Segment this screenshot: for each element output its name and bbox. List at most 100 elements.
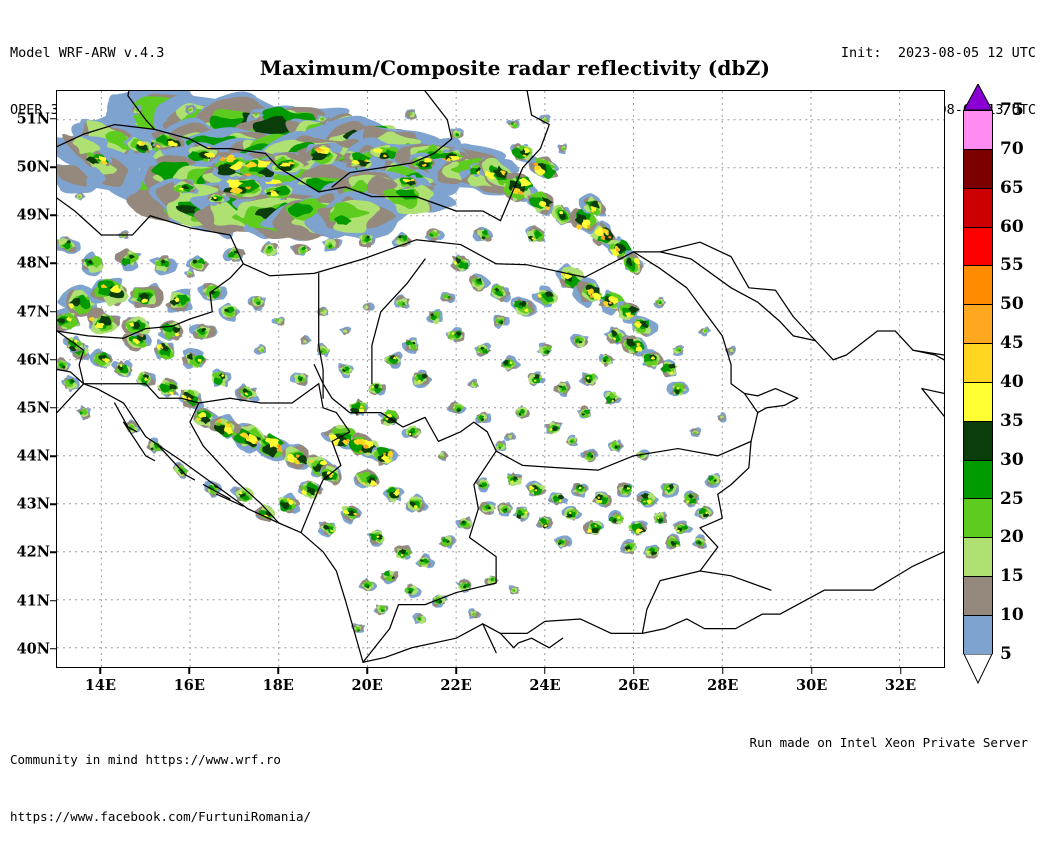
reflectivity-cell [692, 534, 708, 550]
country-border-line [659, 251, 817, 342]
reflectivity-cell [557, 143, 568, 155]
longitude-tick-label: 14E [84, 677, 117, 694]
latitude-tick-label: 51N [16, 110, 50, 128]
reflectivity-cell [510, 296, 538, 317]
country-border-line [216, 493, 244, 507]
reflectivity-cell [81, 251, 105, 277]
reflectivity-cell [660, 483, 680, 498]
latitude-tick-label: 47N [16, 303, 50, 321]
reflectivity-cell [628, 520, 648, 536]
longitude-tick-mark [633, 668, 635, 674]
country-border-line [331, 91, 453, 188]
reflectivity-cell [317, 306, 329, 317]
colorbar-tick-label: 70 [1000, 138, 1024, 159]
reflectivity-cell [300, 334, 313, 345]
reflectivity-cell [351, 623, 366, 633]
country-border-line [362, 387, 799, 663]
reflectivity-cell [87, 277, 130, 307]
longitude-tick-mark [188, 668, 191, 674]
reflectivity-cell [455, 516, 473, 530]
reflectivity-cell [623, 250, 644, 276]
reflectivity-cell [278, 492, 302, 514]
latitude-tick-label: 44N [16, 447, 50, 465]
latitude-tick-label: 42N [16, 543, 50, 561]
reflectivity-cell [184, 104, 197, 115]
country-border-line [313, 364, 752, 471]
latitude-tick-mark [50, 214, 56, 216]
country-border-line [318, 272, 324, 399]
reflectivity-cell [506, 119, 520, 129]
reflectivity-cell [666, 381, 690, 397]
country-border-line [699, 570, 772, 591]
reflectivity-cell [503, 432, 517, 442]
reflectivity-cell [61, 375, 80, 393]
reflectivity-cell [153, 339, 175, 360]
colorbar-tick-label: 5 [1000, 644, 1012, 664]
latitude-tick-mark [50, 551, 56, 554]
latitude-tick-label: 46N [16, 351, 50, 369]
reflectivity-cell [401, 425, 422, 439]
reflectivity-cell [401, 337, 419, 354]
reflectivity-cell [598, 353, 615, 367]
reflectivity-cell [629, 315, 659, 337]
reflectivity-cell [111, 360, 133, 378]
colorbar-tick-label: 65 [1000, 177, 1024, 198]
reflectivity-cell [281, 443, 312, 470]
colorbar-tick-label: 75 [1000, 100, 1024, 120]
reflectivity-cell [672, 345, 685, 356]
reflectivity-cell [527, 191, 554, 216]
reflectivity-cell [289, 244, 312, 256]
longitude-tick-label: 32E [884, 677, 917, 694]
country-border-line [127, 91, 156, 130]
country-border-line [189, 402, 280, 524]
reflectivity-cell [697, 326, 712, 337]
reflectivity-cell [353, 469, 381, 489]
colorbar-tick-label: 30 [1000, 449, 1024, 470]
latitude-tick-mark [50, 310, 56, 313]
reflectivity-cell [218, 175, 270, 202]
latitude-tick-mark [50, 262, 56, 265]
reflectivity-cell [577, 405, 591, 419]
reflectivity-cell [478, 157, 513, 190]
colorbar-band [964, 538, 992, 578]
reflectivity-cell [193, 406, 219, 429]
reflectivity-cell [380, 570, 399, 585]
reflectivity-cell [578, 193, 608, 217]
reflectivity-cell [86, 307, 121, 335]
reflectivity-cell [582, 519, 605, 536]
colorbar-tick-label: 25 [1000, 488, 1024, 509]
colorbar-tick-label: 10 [1000, 605, 1024, 626]
colorbar-tick-label: 40 [1000, 372, 1024, 392]
latitude-tick-mark [50, 166, 56, 168]
reflectivity-cell [371, 446, 399, 466]
country-border-line [495, 241, 834, 361]
reflectivity-cell [382, 486, 405, 503]
country-border-line [362, 450, 497, 663]
reflectivity-cell [569, 208, 601, 235]
reflectivity-cell [665, 533, 681, 550]
reflectivity-cell [149, 255, 178, 276]
reflectivity-cell [689, 427, 702, 438]
reflectivity-cell [289, 372, 309, 387]
reflectivity-cell [437, 450, 450, 462]
reflectivity-cell [340, 505, 362, 525]
reflectivity-cell [211, 368, 232, 388]
reflectivity-cell [358, 234, 376, 248]
longitude-tick-label: 18E [262, 677, 294, 694]
longitude-tick-mark [544, 668, 546, 674]
longitude-tick-label: 24E [529, 677, 561, 694]
reflectivity-cell [561, 505, 583, 521]
reflectivity-cell [393, 294, 410, 309]
latitude-tick-label: 50N [16, 158, 50, 176]
colorbar-tick-label: 45 [1000, 333, 1024, 354]
reflectivity-cell [653, 296, 667, 309]
reflectivity-cell [704, 472, 722, 488]
country-border-line [57, 330, 85, 385]
reflectivity-cell [440, 292, 456, 303]
reflectivity-cell [322, 237, 343, 252]
reflectivity-cell [123, 135, 156, 157]
longitude-tick-label: 30E [796, 677, 828, 694]
chart-title: Maximum/Composite radar reflectivity (db… [259, 56, 771, 80]
latitude-tick-label: 43N [16, 495, 50, 513]
reflectivity-cell [450, 254, 471, 272]
